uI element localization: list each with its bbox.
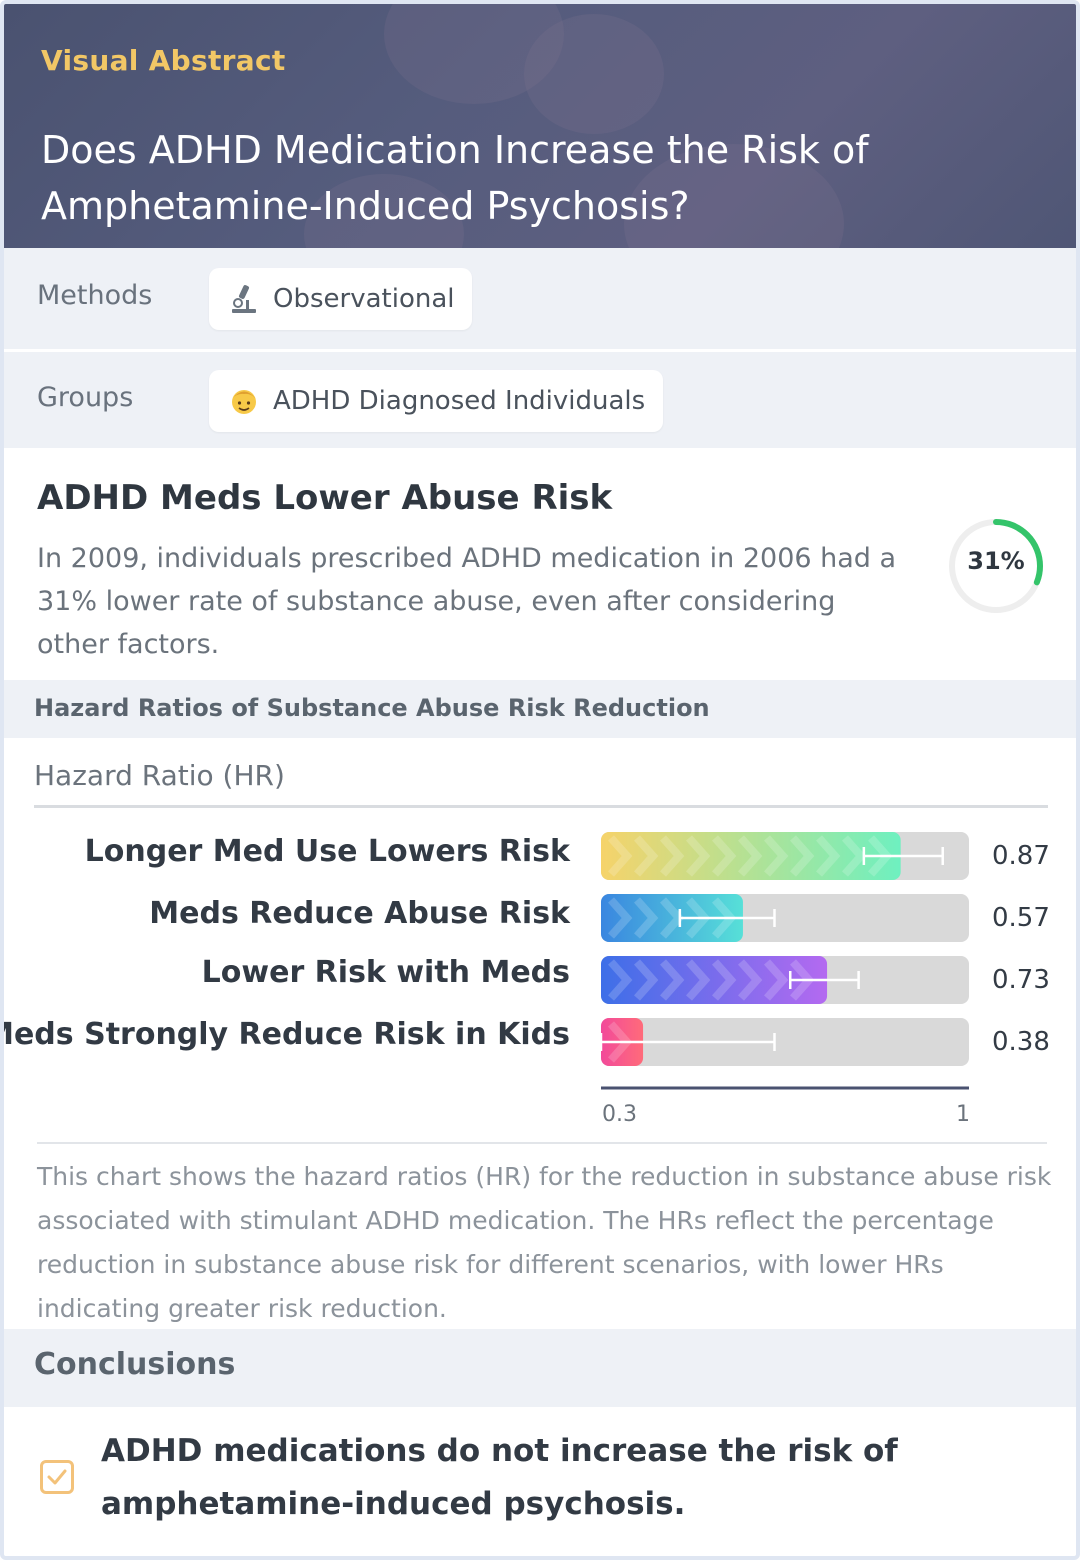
bar-track	[601, 1018, 969, 1066]
percent-ring-label: 31%	[967, 547, 1025, 575]
groups-label: Groups	[37, 382, 134, 413]
value-label: 0.57	[992, 903, 1050, 933]
category-label: Longer Med Use Lowers Risk	[84, 834, 570, 869]
finding-text: In 2009, individuals prescribed ADHD med…	[37, 543, 897, 660]
bar-chevron	[764, 959, 789, 1001]
bar-chevron	[816, 835, 841, 877]
chart-section-title: Hazard Ratios of Substance Abuse Risk Re…	[34, 694, 710, 722]
bar-chevron	[738, 959, 763, 1001]
eyebrow-label: Visual Abstract	[41, 44, 286, 77]
bar-chevron	[764, 835, 789, 877]
bar-chevron	[608, 835, 633, 877]
row-divider	[4, 349, 1076, 352]
conclusions-title: Conclusions	[34, 1347, 236, 1382]
person-icon	[227, 384, 261, 418]
category-label: Meds Strongly Reduce Risk in Kids	[0, 1017, 570, 1052]
chart-subtitle: Hazard Ratio (HR)	[34, 759, 285, 792]
x-tick-label: 1	[956, 1102, 970, 1127]
bar-chevron	[608, 959, 633, 1001]
methods-label: Methods	[37, 280, 153, 311]
bar-chevron	[738, 835, 763, 877]
methods-value: Observational	[273, 284, 455, 314]
groups-value: ADHD Diagnosed Individuals	[273, 386, 646, 416]
bar-chevron	[660, 959, 685, 1001]
microscope-icon	[227, 282, 261, 316]
value-label: 0.87	[992, 841, 1050, 871]
value-label: 0.73	[992, 965, 1050, 995]
hazard-bar	[601, 832, 901, 880]
hazard-bar	[601, 894, 743, 942]
chart-header-rule	[34, 805, 1048, 808]
chart-caption: This chart shows the hazard ratios (HR) …	[37, 1162, 1052, 1323]
category-label: Meds Reduce Abuse Risk	[149, 896, 570, 931]
bar-chevron	[842, 835, 867, 877]
hazard-ratio-chart	[599, 832, 969, 1090]
percent-ring	[949, 519, 1043, 613]
percent-ring-arc	[949, 519, 1043, 613]
bar-chevron	[712, 835, 737, 877]
bar-chevron	[686, 835, 711, 877]
groups-row: Groups ADHD Diagnosed Individuals	[4, 352, 1076, 448]
methods-row: Methods Observational	[4, 248, 1076, 349]
chart-section-header: Hazard Ratios of Substance Abuse Risk Re…	[4, 680, 1076, 738]
groups-pill: ADHD Diagnosed Individuals	[209, 370, 664, 432]
bar-chevron	[634, 835, 659, 877]
bar-chevron	[608, 897, 633, 939]
bar-chevron	[686, 959, 711, 1001]
header-banner: Visual Abstract Does ADHD Medication Inc…	[4, 4, 1076, 248]
methods-pill: Observational	[209, 268, 473, 330]
x-tick-label: 0.3	[602, 1102, 637, 1127]
finding-title: ADHD Meds Lower Abuse Risk	[37, 478, 613, 518]
bar-chevron	[634, 959, 659, 1001]
bar-chevron	[660, 835, 685, 877]
conclusions-header: Conclusions	[4, 1329, 1076, 1407]
bar-chevron	[712, 959, 737, 1001]
caption-divider	[37, 1142, 1047, 1144]
hazard-bar	[601, 956, 828, 1004]
value-label: 0.38	[992, 1027, 1050, 1057]
checkbox-icon	[40, 1460, 74, 1494]
bar-chevron	[634, 897, 659, 939]
bar-chevron	[790, 835, 815, 877]
page-title: Does ADHD Medication Increase the Risk o…	[41, 128, 869, 228]
conclusion-text: ADHD medications do not increase the ris…	[101, 1433, 898, 1522]
category-label: Lower Risk with Meds	[201, 955, 570, 990]
